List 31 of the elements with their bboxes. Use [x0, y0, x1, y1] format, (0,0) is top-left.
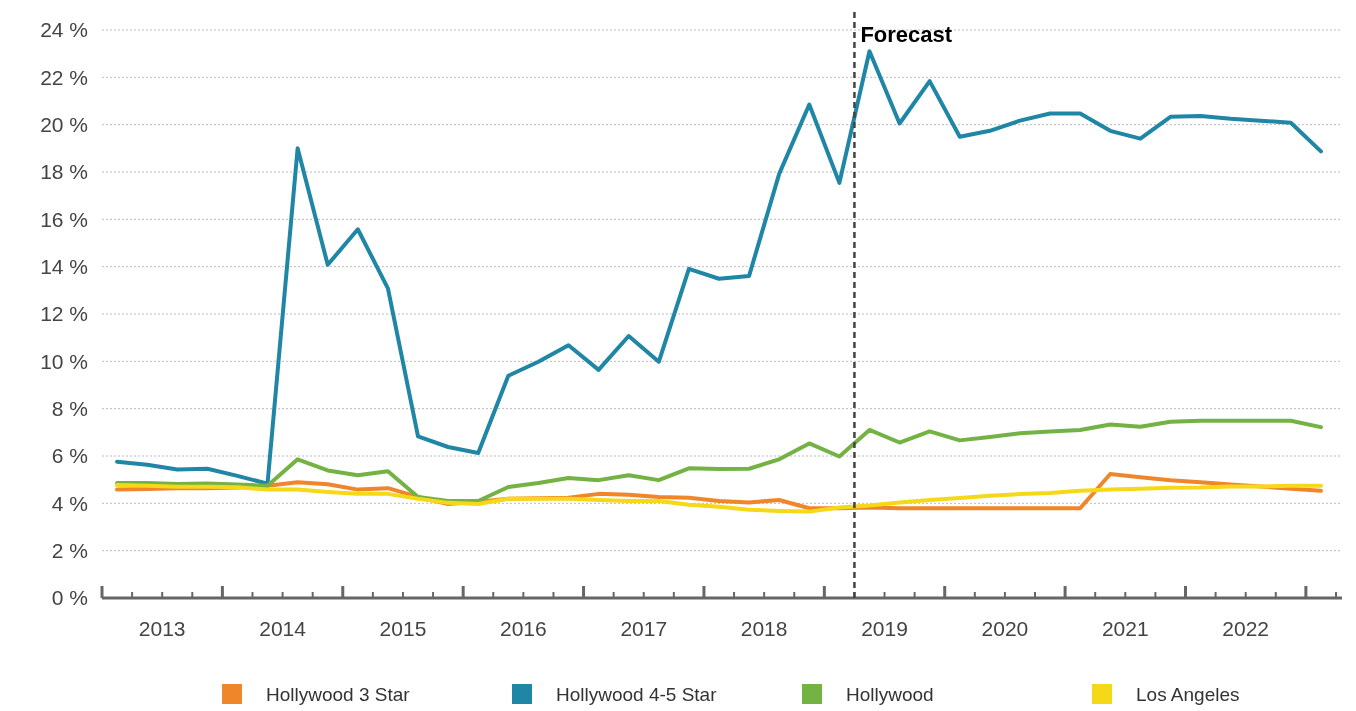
line-series — [115, 418, 1323, 503]
y-tick-label: 0 % — [51, 586, 88, 610]
y-tick-label: 6 % — [51, 444, 88, 468]
legend-label: Hollywood 3 Star — [266, 683, 411, 705]
line-series — [115, 483, 1323, 514]
legend-label: Hollywood 4-5 Star — [556, 683, 718, 705]
y-tick-label: 24 % — [40, 18, 88, 42]
x-tick-label: 2020 — [981, 617, 1029, 640]
y-tick-label: 12 % — [40, 302, 88, 326]
legend-label: Los Angeles — [1136, 683, 1240, 705]
y-tick-label: 2 % — [51, 539, 88, 563]
legend-label: Hollywood — [846, 683, 934, 705]
y-tick-label: 10 % — [40, 349, 88, 373]
x-tick-label: 2017 — [620, 617, 668, 640]
x-tick-label: 2013 — [138, 617, 186, 640]
y-tick-label: 20 % — [40, 113, 88, 137]
x-tick-label: 2019 — [861, 617, 908, 640]
ref-line-label: Forecast — [860, 21, 953, 47]
x-tick-label: 2018 — [740, 617, 788, 640]
x-tick-label: 2014 — [259, 617, 307, 640]
y-tick-label: 16 % — [40, 207, 88, 231]
y-tick-label: 22 % — [40, 65, 88, 89]
y-tick-label: 4 % — [51, 491, 88, 515]
x-tick-label: 2022 — [1222, 617, 1270, 640]
y-tick-label: 18 % — [40, 160, 88, 184]
x-tick-label: 2016 — [500, 617, 547, 640]
x-tick-label: 2015 — [379, 617, 427, 640]
line-series — [115, 49, 1323, 486]
y-tick-label: 14 % — [40, 255, 88, 279]
x-tick-label: 2021 — [1101, 617, 1149, 640]
y-tick-label: 8 % — [51, 397, 88, 421]
